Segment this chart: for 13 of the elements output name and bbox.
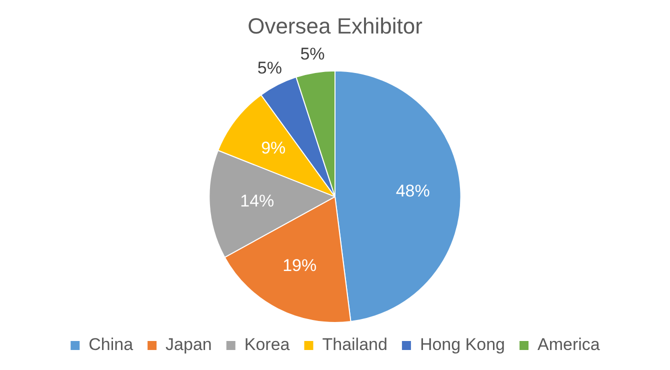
data-label: 9% bbox=[261, 138, 286, 158]
legend-label: China bbox=[88, 335, 134, 354]
data-label: 5% bbox=[257, 58, 282, 78]
data-label: 48% bbox=[396, 181, 430, 200]
chart-title: Oversea Exhibitor bbox=[248, 13, 422, 38]
legend-label: Japan bbox=[166, 335, 212, 354]
legend-label: Thailand bbox=[322, 335, 388, 354]
data-label: 5% bbox=[300, 44, 325, 64]
legend-label: Korea bbox=[244, 335, 290, 354]
data-label: 14% bbox=[240, 191, 274, 210]
legend-label: America bbox=[538, 335, 600, 354]
data-label: 19% bbox=[282, 256, 317, 275]
legend-label: Hong Kong bbox=[420, 335, 506, 354]
